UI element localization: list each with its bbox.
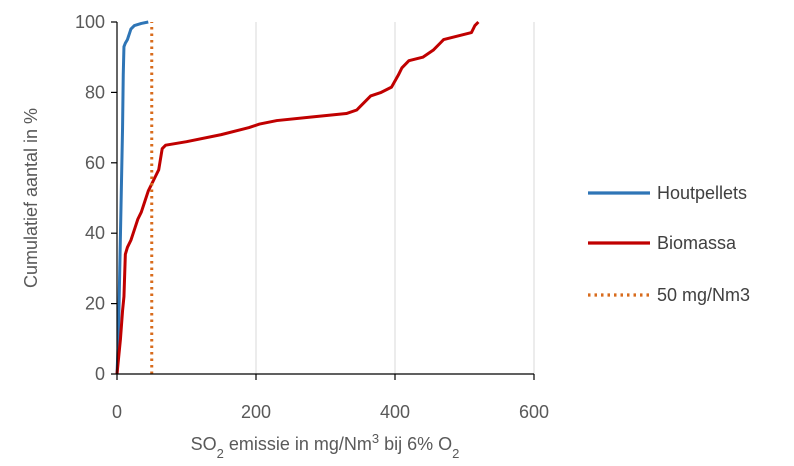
x-axis-title-part: 2 (452, 446, 459, 461)
y-tick-label: 0 (95, 364, 105, 384)
y-tick-label: 40 (85, 223, 105, 243)
x-tick-label: 0 (112, 402, 122, 422)
series-lines (115, 20, 480, 375)
x-axis-title-part: emissie in mg/Nm (224, 434, 372, 454)
x-tick-label: 600 (519, 402, 549, 422)
series-line-biomassa (115, 20, 480, 375)
y-tick-label: 80 (85, 82, 105, 102)
x-axis-title-part: 3 (372, 431, 379, 446)
axes (111, 21, 535, 380)
y-tick-label: 60 (85, 153, 105, 173)
legend-label: Biomassa (657, 233, 737, 253)
gridlines (255, 22, 535, 374)
x-tick-label: 400 (380, 402, 410, 422)
y-tick-labels: 0 20 40 60 80 100 (75, 12, 105, 384)
legend: Houtpellets Biomassa 50 mg/Nm3 (588, 183, 750, 305)
x-axis-title-part: bij 6% O (379, 434, 452, 454)
x-tick-label: 200 (241, 402, 271, 422)
x-axis-title-part: SO (191, 434, 217, 454)
y-tick-label: 100 (75, 12, 105, 32)
y-tick-label: 20 (85, 294, 105, 314)
x-tick-labels: 0 200 400 600 (112, 402, 549, 422)
y-axis-title: Cumulatief aantal in % (21, 108, 41, 288)
series-line-houtpellets (115, 20, 149, 375)
x-axis-title: SO2 emissie in mg/Nm3 bij 6% O2 (191, 431, 460, 461)
legend-label: 50 mg/Nm3 (657, 285, 750, 305)
x-axis-title-part: 2 (217, 446, 224, 461)
legend-label: Houtpellets (657, 183, 747, 203)
